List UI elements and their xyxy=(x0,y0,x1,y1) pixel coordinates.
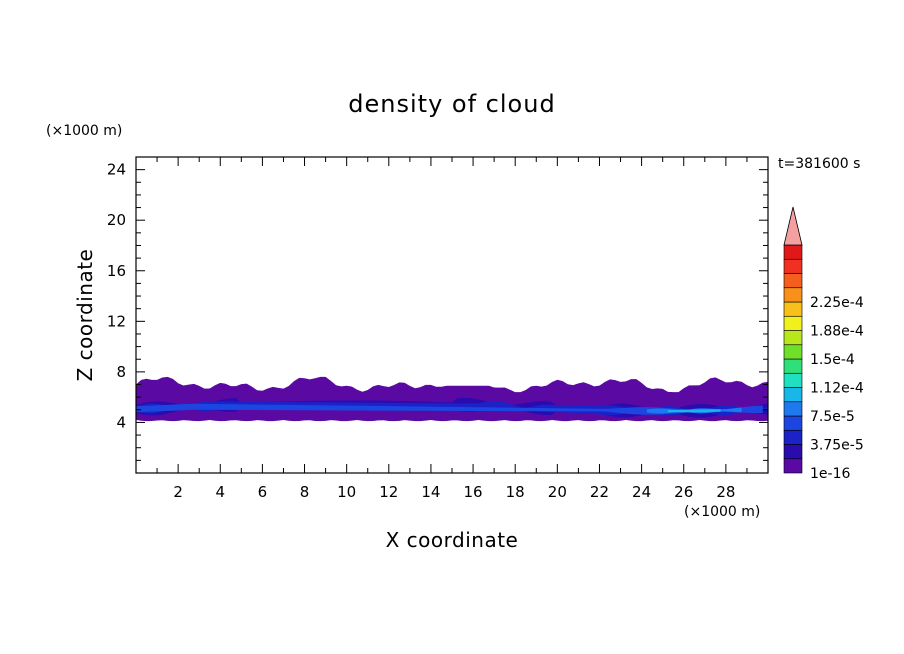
time-label: t=381600 s xyxy=(778,156,860,172)
colorbar-cell xyxy=(783,429,803,445)
chart-title: density of cloud xyxy=(348,90,555,118)
colorbar-labels: 1e-16 3.75e-5 7.5e-5 1.12e-4 1.5e-4 1.88e-4 2.… xyxy=(810,295,864,482)
y-tick-labels: 4 8 12 16 20 24 xyxy=(107,161,126,432)
x-tick-label: 28 xyxy=(716,483,735,501)
colorbar-cell xyxy=(783,273,803,289)
x-tick-label: 22 xyxy=(590,483,609,501)
x-tick-label: 12 xyxy=(379,483,398,501)
colorbar-label: 1.5e-4 xyxy=(810,352,855,368)
y-tick-label: 4 xyxy=(116,413,126,431)
x-tick-labels: 2 4 6 8 10 12 14 16 18 20 22 24 26 28 xyxy=(173,483,735,501)
colorbar-cell xyxy=(783,415,803,431)
y-tick-label: 24 xyxy=(107,161,126,179)
x-tick-label: 20 xyxy=(548,483,567,501)
y-tick-label: 12 xyxy=(107,312,126,330)
x-tick-label: 6 xyxy=(258,483,268,501)
colorbar-cell xyxy=(783,258,803,274)
colorbar-cell xyxy=(783,358,803,374)
colorbar-label: 1.12e-4 xyxy=(810,381,864,397)
colorbar-cell xyxy=(783,330,803,346)
axis-ticks xyxy=(136,157,768,473)
x-tick-label: 2 xyxy=(173,483,183,501)
x-tick-label: 26 xyxy=(674,483,693,501)
colorbar-label: 2.25e-4 xyxy=(810,295,864,311)
colorbar-cell xyxy=(783,372,803,388)
x-tick-label: 18 xyxy=(506,483,525,501)
plot-frame xyxy=(135,156,769,474)
cloud-core-band xyxy=(136,403,763,415)
x-unit-label: (×1000 m) xyxy=(684,504,760,520)
y-axis-label: Z coordinate xyxy=(73,249,97,382)
x-tick-label: 16 xyxy=(464,483,483,501)
colorbar-label: 3.75e-5 xyxy=(810,438,864,454)
x-tick-label: 10 xyxy=(337,483,356,501)
cloud-field xyxy=(136,376,768,422)
colorbar-cell xyxy=(783,315,803,331)
x-tick-label: 14 xyxy=(421,483,440,501)
x-tick-label: 4 xyxy=(215,483,225,501)
colorbar-label: 7.5e-5 xyxy=(810,409,855,425)
y-tick-label: 16 xyxy=(107,262,126,280)
colorbar-cell xyxy=(783,387,803,403)
colorbar-extend-arrow xyxy=(783,206,803,246)
y-tick-label: 20 xyxy=(107,211,126,229)
cloud-core-band xyxy=(136,400,768,417)
y-tick-label: 8 xyxy=(116,363,126,381)
x-tick-label: 24 xyxy=(632,483,651,501)
colorbar-cell xyxy=(783,444,803,460)
colorbar-cell xyxy=(783,458,803,474)
colorbar-cell xyxy=(783,244,803,260)
colorbar-cell xyxy=(783,301,803,317)
x-axis-label: X coordinate xyxy=(386,528,519,552)
colorbar-label: 1e-16 xyxy=(810,466,850,482)
colorbar-label: 1.88e-4 xyxy=(810,324,864,340)
colorbar-cell xyxy=(783,287,803,303)
colorbar xyxy=(783,206,803,474)
x-tick-label: 8 xyxy=(300,483,310,501)
cloud-core-band xyxy=(667,409,721,413)
colorbar-cell xyxy=(783,401,803,417)
colorbar-cell xyxy=(783,344,803,360)
y-unit-label: (×1000 m) xyxy=(46,123,122,139)
